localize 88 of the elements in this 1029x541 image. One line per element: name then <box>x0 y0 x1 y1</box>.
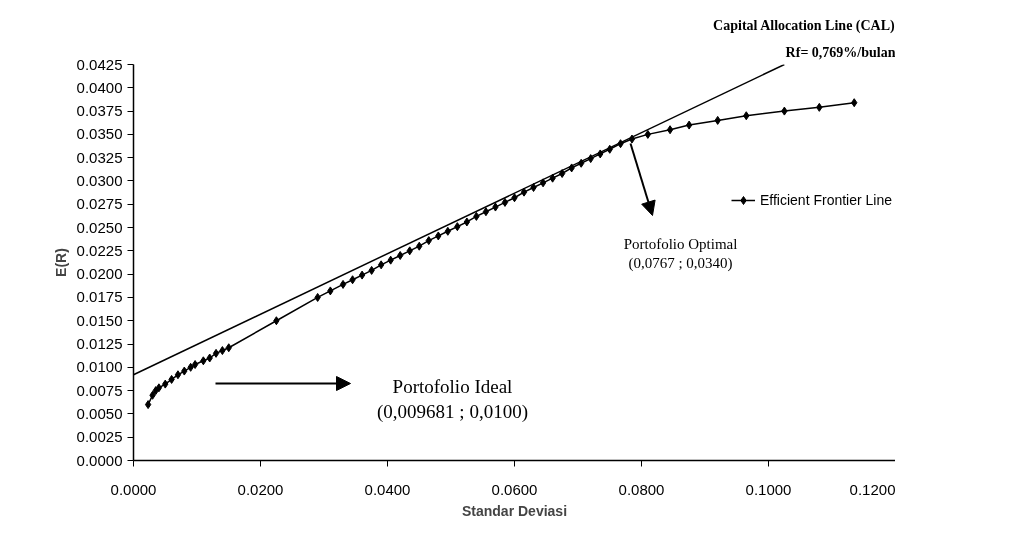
y-tick-label: 0.0075 <box>76 381 123 399</box>
x-tick-label: 0.0800 <box>618 480 665 498</box>
point <box>273 316 280 326</box>
point <box>358 270 366 280</box>
x-axis-title: Standar Deviasi <box>461 502 568 519</box>
point <box>501 197 509 207</box>
point <box>377 260 385 270</box>
point <box>568 163 575 173</box>
point <box>482 207 490 217</box>
point <box>558 169 566 179</box>
point <box>200 356 207 366</box>
point <box>816 102 823 112</box>
point <box>549 173 556 183</box>
point <box>425 236 432 246</box>
point <box>628 134 636 144</box>
point <box>191 360 199 370</box>
x-tick-label: 0.0600 <box>491 480 538 498</box>
y-tick-label: 0.0400 <box>76 78 123 96</box>
point <box>155 383 163 393</box>
y-tick-label: 0.0425 <box>76 55 123 73</box>
y-tick-label: 0.0225 <box>76 241 123 259</box>
point <box>181 366 188 376</box>
y-tick-label: 0.0275 <box>76 195 123 213</box>
y-tick-label: 0.0125 <box>76 335 123 353</box>
y-tick-label: 0.0250 <box>76 218 123 236</box>
point <box>225 343 232 353</box>
point <box>149 390 156 400</box>
point <box>212 348 220 358</box>
point <box>511 193 518 203</box>
point <box>406 246 413 256</box>
x-tick-label: 0.0400 <box>364 480 411 498</box>
point <box>685 120 693 130</box>
point <box>368 265 375 275</box>
text: Rf= 0,769%/bulan <box>785 44 896 60</box>
point <box>781 106 788 116</box>
y-tick-label: 0.0050 <box>76 404 123 422</box>
point <box>397 251 404 261</box>
point <box>530 182 537 192</box>
point <box>539 178 547 188</box>
x-tick-label: 0.1000 <box>745 480 792 498</box>
point <box>454 222 461 232</box>
x-tick-label: 0.1200 <box>849 480 896 498</box>
point <box>597 149 604 159</box>
y-tick-label: 0.0375 <box>76 102 123 120</box>
point <box>714 115 721 125</box>
x-tick-label: 0.0200 <box>237 480 284 498</box>
point <box>174 370 182 380</box>
point <box>851 98 858 108</box>
point <box>387 255 394 265</box>
point <box>492 202 499 212</box>
point <box>168 374 175 384</box>
point <box>435 231 442 241</box>
y-tick-label: 0.0175 <box>76 288 123 306</box>
y-tick-label: 0.0325 <box>76 148 123 166</box>
text: Capital Allocation Line (CAL) <box>713 17 896 34</box>
annotation: Portofolio Optimal (0,0767 ; 0,0340) <box>623 235 738 272</box>
point <box>339 279 347 289</box>
point <box>206 353 213 363</box>
point <box>587 154 594 164</box>
x-tick-label: 0.0000 <box>110 480 157 498</box>
point <box>444 226 451 236</box>
legend-label: Efficient Frontier Line <box>760 192 893 208</box>
point <box>666 125 674 135</box>
point <box>617 139 624 149</box>
point <box>416 241 423 251</box>
y-tick-label: 0.0200 <box>76 265 123 283</box>
point <box>578 158 585 168</box>
y-tick-label: 0.0000 <box>76 451 123 469</box>
point <box>349 275 356 285</box>
point <box>606 144 613 154</box>
point <box>644 129 652 139</box>
y-tick-label: 0.0025 <box>76 428 123 446</box>
y-tick-label: 0.0300 <box>76 171 123 189</box>
point <box>144 400 152 410</box>
y-axis-title: E(R) <box>52 248 69 277</box>
y-tick-label: 0.0350 <box>76 125 123 143</box>
point <box>463 217 471 227</box>
point <box>162 379 169 389</box>
point <box>327 286 334 296</box>
y-tick-label: 0.0150 <box>76 311 123 329</box>
point <box>219 346 226 356</box>
point <box>743 111 750 121</box>
point <box>187 362 194 372</box>
annotation: Portofolio Ideal (0,009681 ; 0,0100) <box>377 375 528 423</box>
y-tick-label: 0.0100 <box>76 358 123 376</box>
point <box>473 211 480 221</box>
point <box>520 187 528 197</box>
point <box>314 292 321 302</box>
